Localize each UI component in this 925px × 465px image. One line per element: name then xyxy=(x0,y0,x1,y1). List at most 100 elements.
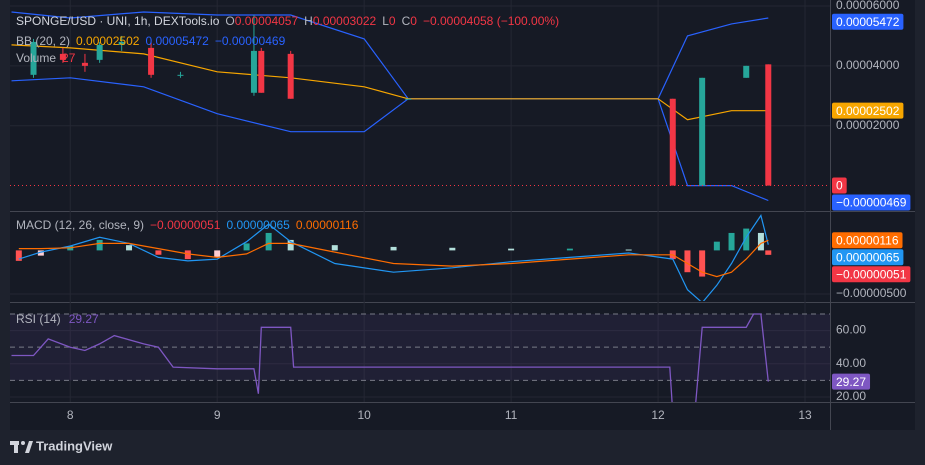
histogram-bar xyxy=(713,241,720,251)
legend-item: 0.00002502 xyxy=(76,34,140,48)
legend-item: 0 xyxy=(410,14,417,28)
candle-body xyxy=(765,64,772,186)
legend-item: RSI (14) xyxy=(16,312,61,326)
histogram-bar xyxy=(757,232,764,251)
price-tag: 29.27 xyxy=(832,373,871,390)
price-tag-label: −0.00000469 xyxy=(836,196,907,210)
candle-body xyxy=(148,47,155,75)
plot-area xyxy=(10,0,915,430)
line xyxy=(18,239,769,278)
legend: Volume 27 xyxy=(16,51,76,65)
candle-body xyxy=(258,50,265,93)
price-tag-label: 0 xyxy=(836,179,843,193)
histogram-bar xyxy=(449,247,456,251)
legend-item: C xyxy=(402,14,411,28)
y-tick-label: 0.00006000 xyxy=(836,0,900,12)
y-tick-label: 20.00 xyxy=(836,389,866,403)
price-tag-label: 0.00000116 xyxy=(836,233,899,247)
price-tag-label: 0.00000065 xyxy=(836,250,900,264)
y-tick-label: −0.00000500 xyxy=(836,286,907,300)
histogram-bar xyxy=(728,232,735,251)
legend-item: MACD (12, 26, close, 9) xyxy=(16,218,144,232)
legend-item: −0.00000051 xyxy=(150,218,221,232)
histogram-bar xyxy=(243,243,250,251)
legend-item: 0.00005472 xyxy=(145,34,209,48)
price-tag-label: −0.00000051 xyxy=(836,267,907,281)
legend-item: 0.00000065 xyxy=(226,218,290,232)
legend-item: L xyxy=(382,14,389,28)
y-tick-label: 60.00 xyxy=(836,323,866,337)
histogram-bar xyxy=(765,250,772,255)
x-tick-label: 12 xyxy=(651,408,665,422)
price-tag-box xyxy=(832,194,911,211)
legend: SPONGE/USD · UNI, 1h, DEXTools.io O0.0000… xyxy=(16,14,559,28)
price-tag-box xyxy=(832,232,903,249)
histogram-bar xyxy=(287,239,294,251)
layer: 8 9 10 11 12 13 0.00002000 0.00004000 0.00006000… xyxy=(10,0,911,453)
x-tick-label: 10 xyxy=(357,408,371,422)
price-tag-label: 0.00005472 xyxy=(836,15,900,29)
x-tick-label: 8 xyxy=(67,408,74,422)
legend-item: 29.27 xyxy=(69,312,99,326)
price-tag-box xyxy=(832,13,904,30)
x-tick-label: 11 xyxy=(505,408,518,422)
price-tag-box xyxy=(832,249,904,266)
histogram-bar xyxy=(126,245,133,251)
price-tag: −0.00000051 xyxy=(832,266,911,283)
price-tag: 0 xyxy=(832,177,847,194)
x-tick-label: 9 xyxy=(214,408,221,422)
price-tag-box xyxy=(832,266,911,283)
candle-body xyxy=(250,50,257,93)
brand: TradingView xyxy=(36,438,113,453)
line xyxy=(11,313,769,402)
histogram-bar xyxy=(699,250,706,277)
candle-body xyxy=(743,65,750,78)
candle-body xyxy=(96,44,103,60)
legend-item: 0.00000116 xyxy=(296,218,359,232)
candle-body xyxy=(118,41,125,45)
legend-item: −0.00004058 (−100.00%) xyxy=(423,14,559,28)
histogram-bar xyxy=(184,250,191,260)
histogram-bar xyxy=(390,246,397,251)
histogram-bar xyxy=(625,249,632,251)
histogram-bar xyxy=(508,248,515,251)
line xyxy=(11,11,769,100)
legend-item: Volume xyxy=(16,51,56,65)
y-tick-label: 0.00004000 xyxy=(836,58,900,72)
price-tag: 0.00000116 xyxy=(832,232,903,249)
histogram-bar xyxy=(566,248,573,251)
legend: RSI (14) 29.27 xyxy=(16,312,99,326)
price-tag-label: 0.00002502 xyxy=(836,104,900,118)
histogram-bar xyxy=(331,245,338,251)
candle-body xyxy=(81,62,88,66)
legend: MACD (12, 26, close, 9) −0.00000051 0.0000… xyxy=(16,218,359,232)
legend: BB (20, 2) 0.00002502 0.00005472 −0.0000046… xyxy=(16,34,286,48)
price-tag-box xyxy=(832,102,904,119)
candle-body xyxy=(59,53,66,60)
histogram-bar xyxy=(155,250,162,255)
candle-body xyxy=(177,74,184,76)
candle-body xyxy=(405,98,412,100)
price-tag: 0.00002502 xyxy=(832,102,904,119)
price-tag-box xyxy=(832,177,847,194)
candle-body xyxy=(699,77,706,186)
legend-item: 0 xyxy=(389,14,396,28)
brand-logo xyxy=(10,441,33,453)
candle-body xyxy=(669,98,676,186)
candle-body xyxy=(30,41,37,75)
price-tag-label: 29.27 xyxy=(836,375,866,389)
price-tag-box xyxy=(832,373,871,390)
y-tick-label: 0.00002000 xyxy=(836,118,900,132)
legend-item: 0.00003022 xyxy=(313,14,377,28)
legend-item: H xyxy=(304,14,313,28)
legend-item: −0.00000469 xyxy=(215,34,286,48)
y-tick-label: 40.00 xyxy=(836,356,866,370)
line xyxy=(11,44,769,121)
histogram-bar xyxy=(684,250,691,273)
histogram-bar xyxy=(743,228,750,251)
price-tag: 0.00000065 xyxy=(832,249,904,266)
legend-item: BB (20, 2) xyxy=(16,34,70,48)
legend-item: SPONGE/USD · UNI, 1h, DEXTools.io xyxy=(16,14,220,28)
candle-body xyxy=(287,53,294,99)
